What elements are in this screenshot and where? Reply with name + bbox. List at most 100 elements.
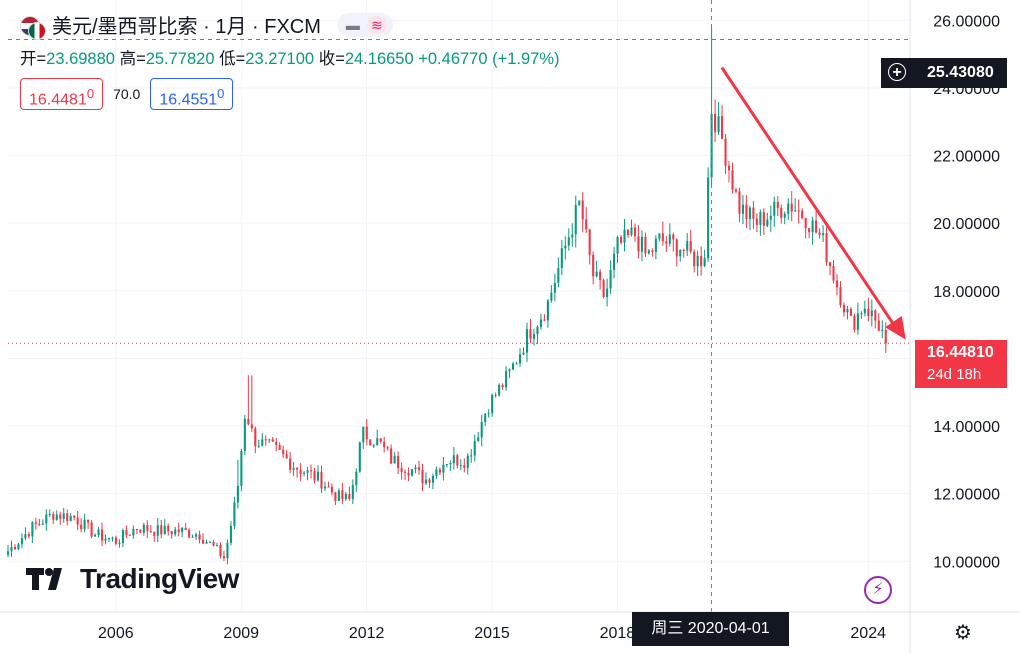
y-tick-label: 14.00000	[933, 419, 1000, 436]
candle-body	[128, 534, 131, 536]
candle-body	[546, 300, 549, 321]
candle-body	[700, 255, 703, 267]
candle-body	[400, 468, 403, 472]
candle-body	[142, 524, 145, 533]
candle-body	[560, 248, 563, 269]
sell-button[interactable]: 16.44810	[20, 78, 104, 110]
wave-icon[interactable]: ≋	[366, 15, 387, 34]
candle-body	[616, 236, 619, 254]
candle-body	[536, 326, 539, 335]
candle-body	[421, 469, 424, 484]
candle-body	[195, 534, 198, 537]
candle-body	[299, 469, 302, 474]
candle-body	[512, 363, 515, 370]
candle-body	[734, 189, 738, 192]
tradingview-logo-icon	[26, 568, 62, 590]
candle-body	[581, 200, 584, 220]
candle-body	[780, 207, 783, 218]
candle-body	[755, 218, 758, 225]
x-tick-label: 2015	[474, 625, 510, 642]
candle-body	[411, 469, 414, 476]
candle-body	[839, 287, 842, 306]
candle-body	[160, 525, 163, 535]
candle-body	[438, 469, 441, 473]
candle-body	[445, 464, 448, 466]
gear-icon[interactable]: ⚙	[954, 622, 972, 644]
plus-icon[interactable]: +	[888, 63, 906, 81]
candle-body	[285, 454, 288, 459]
candle-body	[407, 472, 410, 476]
candle-body	[66, 513, 69, 521]
crosshair-date-label: 周三 2020-04-01	[632, 612, 789, 646]
candle-body	[121, 530, 124, 543]
candle-body	[550, 292, 553, 301]
candle-body	[741, 204, 744, 214]
candle-body	[846, 308, 849, 313]
tradingview-logo: TradingView	[26, 563, 239, 595]
candle-body	[97, 529, 100, 536]
candle-body	[759, 212, 762, 225]
candle-body	[316, 471, 320, 481]
candle-body	[289, 458, 292, 470]
x-tick-label: 2009	[223, 625, 259, 642]
candle-body	[484, 414, 487, 422]
high-label: 高=	[119, 50, 146, 68]
symbol-title[interactable]: 美元/墨西哥比索 · 1月 · FXCM	[52, 16, 321, 38]
candle-body	[174, 529, 177, 535]
candle-body	[69, 515, 72, 521]
candle-body	[835, 280, 839, 288]
candle-body	[215, 545, 219, 547]
header-actions: ▬ ≋	[336, 12, 393, 37]
candle-body	[452, 455, 455, 464]
candle-body	[818, 232, 821, 236]
candle-body	[73, 515, 76, 518]
candle-body	[435, 469, 438, 476]
candle-body	[327, 486, 330, 488]
candle-body	[578, 200, 581, 206]
candle-body	[278, 445, 281, 450]
ohlc-legend: 开=23.69880 高=25.77820 低=23.27100 收=24.16…	[20, 45, 560, 69]
candle-body	[243, 418, 246, 451]
candle-body	[480, 421, 483, 438]
candle-body	[369, 439, 372, 446]
open-value: 23.69880	[46, 50, 115, 68]
candle-body	[856, 313, 859, 330]
candle-body	[153, 531, 156, 536]
candle-body	[738, 191, 741, 214]
candle-body	[303, 472, 306, 474]
candle-body	[703, 258, 706, 267]
candle-body	[640, 236, 643, 252]
candle-body	[114, 537, 118, 544]
candle-body	[404, 471, 407, 473]
candle-body	[135, 529, 138, 531]
candle-body	[222, 556, 226, 559]
candle-body	[613, 253, 616, 270]
candle-body	[247, 418, 250, 425]
candle-body	[55, 514, 58, 520]
bolt-icon[interactable]: ⚡	[864, 576, 892, 604]
candle-body	[626, 229, 630, 236]
candle-body	[501, 384, 504, 388]
candle-body	[672, 234, 675, 240]
candle-body	[787, 203, 790, 214]
candle-body	[125, 530, 128, 535]
buy-button[interactable]: 16.45510	[150, 78, 234, 110]
candle-body	[442, 464, 445, 473]
candle-body	[522, 352, 525, 355]
minus-icon[interactable]: ▬	[345, 16, 360, 33]
candle-body	[383, 441, 386, 448]
trend-arrow-line	[720, 66, 898, 329]
candle-body	[539, 319, 542, 327]
candle-body	[167, 525, 170, 532]
sell-price: 16.4481	[29, 91, 87, 109]
candle-body	[804, 217, 807, 229]
candle-body	[104, 538, 107, 541]
candle-body	[790, 203, 793, 212]
candle-body	[362, 426, 365, 443]
candle-body	[470, 455, 473, 457]
candle-body	[867, 308, 870, 317]
candle-body	[529, 329, 532, 339]
candle-body	[320, 471, 323, 489]
candle-body	[679, 250, 682, 257]
